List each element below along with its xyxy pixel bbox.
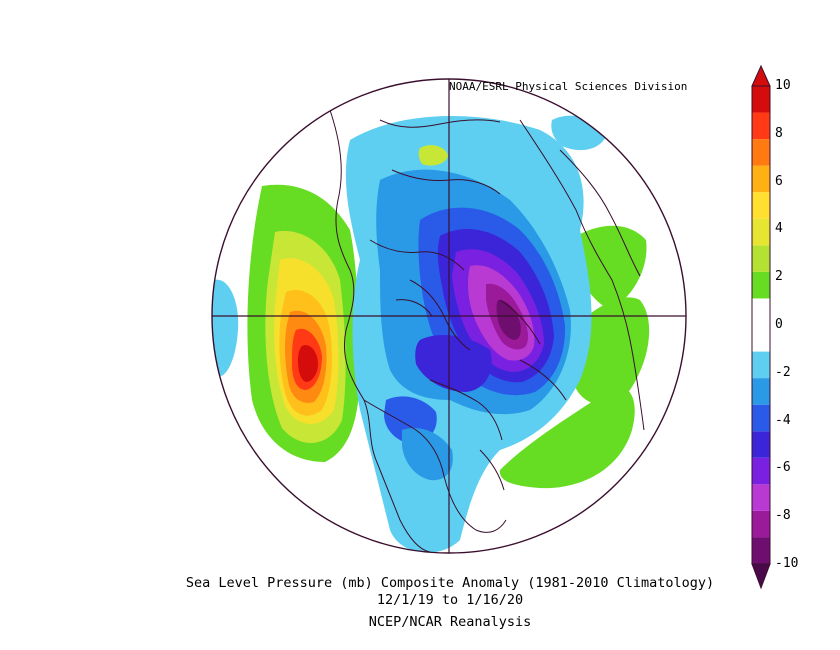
- coastlines: [329, 109, 645, 553]
- colorbar-tick-label: 6: [775, 173, 783, 189]
- map-outline: [211, 78, 687, 554]
- map-title: Sea Level Pressure (mb) Composite Anomal…: [185, 575, 715, 591]
- colorbar-segment: [752, 218, 770, 246]
- colorbar-segment: [752, 271, 770, 299]
- anomaly-field: [212, 115, 650, 553]
- colorbar-min-arrow: [751, 563, 771, 590]
- colorbar-segment: [752, 192, 770, 219]
- colorbar-segment: [752, 457, 770, 485]
- colorbar-max-arrow: [751, 64, 771, 87]
- colorbar-segment: [752, 139, 770, 166]
- colorbar-tick-label: 10: [775, 78, 791, 93]
- colorbar-segment: [752, 298, 770, 325]
- colorbar-segment: [752, 165, 770, 193]
- colorbar-segment: [752, 325, 770, 352]
- colorbar-segment: [752, 378, 770, 405]
- colorbar-tick-label: -8: [775, 508, 791, 524]
- colorbar-tick-label: 8: [775, 125, 783, 141]
- colorbar: [751, 64, 771, 590]
- colorbar-segment: [752, 351, 770, 379]
- colorbar-segment: [752, 431, 770, 458]
- colorbar-segment: [752, 404, 770, 432]
- data-source: NCEP/NCAR Reanalysis: [368, 614, 532, 630]
- colorbar-tick-label: -4: [775, 412, 791, 428]
- colorbar-tick-label: 0: [775, 317, 783, 332]
- colorbar-segment: [752, 537, 770, 564]
- colorbar-segment: [752, 510, 770, 538]
- credit-text: NOAA/ESRL Physical Sciences Division: [449, 80, 688, 93]
- colorbar-segment: [752, 245, 770, 272]
- colorbar-tick-label: -2: [775, 364, 791, 380]
- colorbar-tick-label: 4: [775, 221, 783, 237]
- colorbar-tick-label: -6: [775, 460, 791, 476]
- date-range: 12/1/19 to 1/16/20: [376, 592, 524, 608]
- colorbar-tick-label: 2: [775, 269, 783, 285]
- colorbar-tick-label: -10: [775, 556, 799, 571]
- pacific-high-anomaly: [247, 184, 360, 462]
- colorbar-segment: [752, 86, 770, 113]
- negative-anomaly-field: [212, 115, 606, 553]
- colorbar-segment: [752, 484, 770, 511]
- colorbar-segment: [752, 112, 770, 140]
